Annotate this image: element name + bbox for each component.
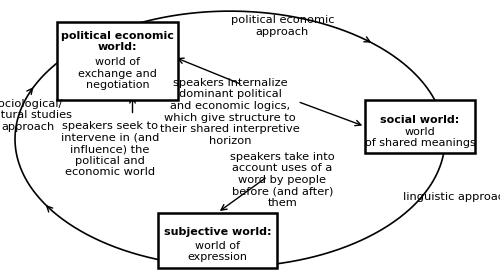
Text: political economic
world:: political economic world: (61, 31, 174, 53)
FancyBboxPatch shape (158, 213, 278, 268)
Text: political economic
approach: political economic approach (231, 15, 334, 37)
Text: speakers internalize
dominant political
and economic logics,
which give structur: speakers internalize dominant political … (160, 78, 300, 146)
FancyBboxPatch shape (365, 100, 475, 153)
Text: world
of shared meanings: world of shared meanings (364, 127, 476, 148)
Text: world of
expression: world of expression (188, 241, 248, 262)
Text: sociological/
cultural studies
approach: sociological/ cultural studies approach (0, 99, 72, 132)
Text: speakers seek to
intervene in (and
influence) the
political and
economic world: speakers seek to intervene in (and influ… (61, 121, 159, 177)
FancyBboxPatch shape (58, 22, 178, 100)
Text: linguistic approach: linguistic approach (404, 192, 500, 202)
Text: social world:: social world: (380, 115, 460, 125)
Text: subjective world:: subjective world: (164, 227, 271, 237)
Text: speakers take into
account uses of a
word by people
before (and after)
them: speakers take into account uses of a wor… (230, 152, 335, 208)
Text: world of
exchange and
negotiation: world of exchange and negotiation (78, 57, 157, 90)
